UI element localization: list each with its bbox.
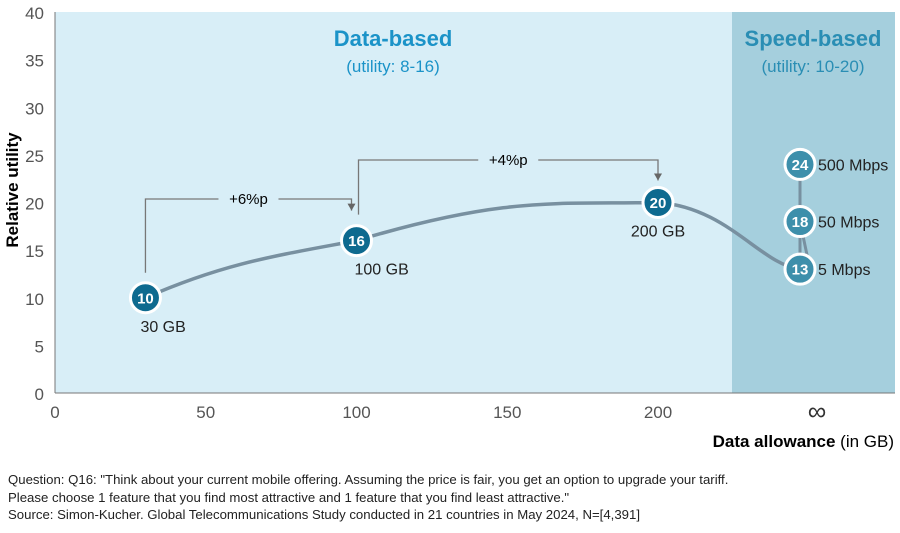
footnote: Question: Q16: "Think about your current… xyxy=(8,471,728,524)
y-tick-label: 10 xyxy=(25,290,44,309)
x-tick-label: 150 xyxy=(493,403,521,422)
x-axis-title: Data allowance (in GB) xyxy=(713,432,894,451)
data-point-label: 20 xyxy=(650,195,667,212)
y-axis-title: Relative utility xyxy=(3,132,22,248)
y-tick-label: 25 xyxy=(25,147,44,166)
arrow-icon xyxy=(654,173,662,181)
y-tick-label: 30 xyxy=(25,99,44,118)
data-point-caption: 500 Mbps xyxy=(818,157,888,174)
data-point-label: 24 xyxy=(792,157,809,174)
y-tick-label: 40 xyxy=(25,4,44,23)
y-tick-label: 0 xyxy=(35,385,44,404)
region-subtitle: (utility: 10-20) xyxy=(762,57,865,76)
x-tick-label: 100 xyxy=(342,403,370,422)
data-point-label: 10 xyxy=(137,290,154,307)
data-point xyxy=(783,147,817,181)
x-tick-label: 200 xyxy=(644,403,672,422)
data-point-label: 18 xyxy=(792,214,809,231)
data-point xyxy=(783,252,817,286)
y-tick-label: 35 xyxy=(25,52,44,71)
data-point xyxy=(340,224,373,258)
arrow-icon xyxy=(347,203,356,211)
data-point xyxy=(128,281,162,315)
x-tick-label: 0 xyxy=(50,403,59,422)
annotation-bg xyxy=(218,189,279,209)
data-point-caption: 200 GB xyxy=(631,224,685,241)
x-tick-label: 50 xyxy=(196,403,215,422)
utility-chart: Data-based (utility: 8-16) Speed-based (uti… xyxy=(3,4,895,451)
data-point xyxy=(783,205,817,239)
annotation-bg xyxy=(478,150,539,170)
data-point-caption: 100 GB xyxy=(355,262,409,279)
footnote-source: Source: Simon-Kucher. Global Telecommuni… xyxy=(8,507,641,522)
footnote-question: Question: Q16: "Think about your current… xyxy=(8,472,729,487)
y-tick-label: 15 xyxy=(25,242,44,261)
data-point-label: 13 xyxy=(792,262,809,279)
region-subtitle: (utility: 8-16) xyxy=(346,57,440,76)
annotation-label: +4%p xyxy=(489,152,528,169)
region-title: Data-based xyxy=(334,26,453,51)
data-point-caption: 5 Mbps xyxy=(818,262,870,279)
data-point-caption: 30 GB xyxy=(140,319,185,336)
x-tick-infinity: ∞ xyxy=(808,396,827,426)
data-series-line xyxy=(144,200,801,300)
region-title: Speed-based xyxy=(745,26,882,51)
y-tick-label: 5 xyxy=(35,337,44,356)
annotation-label: +6%p xyxy=(229,191,268,208)
region-speed-based xyxy=(732,12,895,393)
data-point-label: 16 xyxy=(348,233,365,250)
data-point-caption: 50 Mbps xyxy=(818,215,879,232)
footnote-question-cont: Please choose 1 feature that you find mo… xyxy=(8,489,570,505)
data-point xyxy=(641,186,675,219)
y-tick-label: 20 xyxy=(25,195,44,214)
